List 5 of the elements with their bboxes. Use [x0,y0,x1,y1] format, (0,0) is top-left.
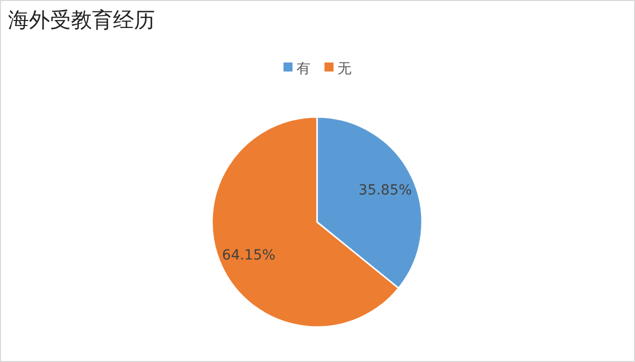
legend-label: 有 [296,61,310,77]
legend-label: 无 [338,61,352,77]
data-label: 64.15% [222,248,276,264]
chart-title: 海外受教育经历 [8,8,155,32]
data-label: 35.85% [358,182,412,198]
